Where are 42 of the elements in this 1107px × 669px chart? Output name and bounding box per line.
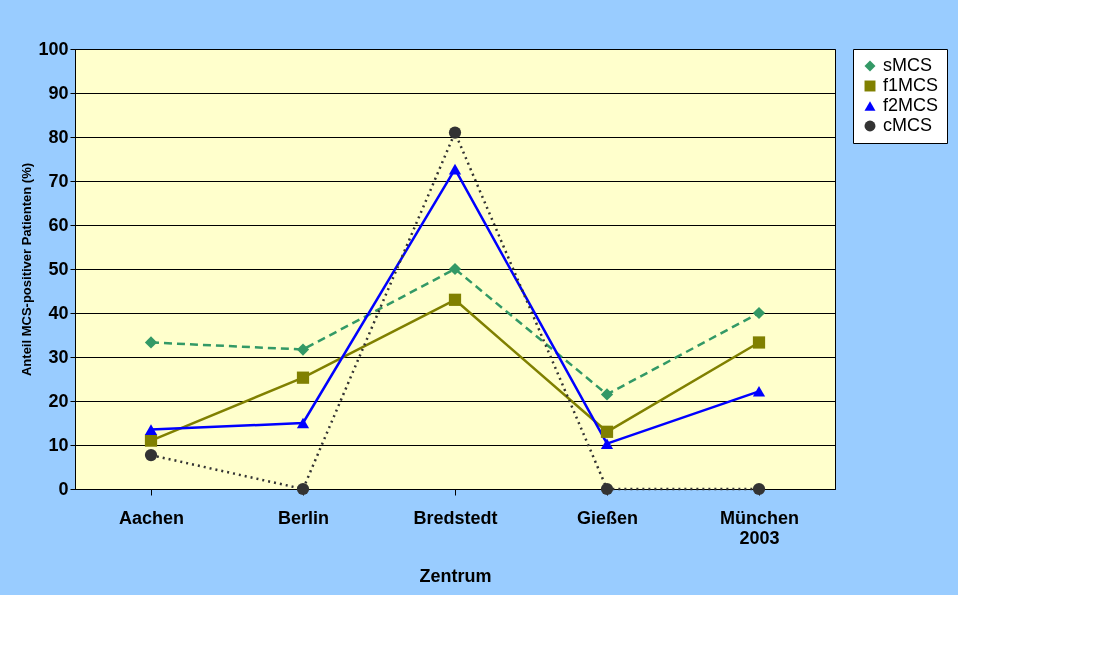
point: [600, 438, 614, 449]
y-tick-label: 0: [58, 478, 69, 499]
y-tick-label: 10: [48, 434, 69, 455]
point: [144, 434, 158, 447]
legend-label: sMCS: [883, 55, 932, 75]
y-tick-label: 80: [48, 126, 69, 147]
point: [752, 482, 766, 496]
legend-label: cMCS: [883, 115, 932, 135]
point: [600, 425, 614, 438]
x-tick-label: Aachen: [118, 507, 185, 528]
point: [448, 262, 462, 276]
point: [296, 482, 310, 496]
point: [448, 163, 462, 175]
point: [296, 417, 310, 429]
point: [296, 343, 310, 356]
point: [448, 126, 462, 139]
point: [752, 336, 766, 349]
y-tick-label: 40: [48, 302, 69, 323]
y-tick-label: 20: [48, 390, 69, 411]
y-axis-title: Anteil MCS-positiver Patienten (%): [19, 162, 35, 377]
point: [296, 371, 310, 384]
y-tick-label: 30: [48, 346, 69, 367]
point: [144, 424, 158, 435]
y-tick-label: 60: [48, 214, 69, 235]
point: [144, 336, 158, 349]
point: [448, 293, 462, 306]
y-tick-label: 90: [48, 82, 69, 103]
y-tick-label: 50: [48, 258, 69, 279]
x-axis-title: Zentrum: [419, 565, 492, 586]
point: [752, 386, 766, 397]
point: [144, 449, 158, 462]
x-tick-label: Bredstedt: [413, 507, 498, 528]
y-tick-label: 70: [48, 170, 69, 191]
y-tick-label: 100: [38, 38, 69, 59]
point: [600, 482, 614, 496]
point: [752, 306, 766, 320]
legend-label: f2MCS: [883, 95, 939, 115]
x-tick-label: Berlin: [277, 507, 330, 528]
legend-label: f1MCS: [883, 75, 939, 95]
point: [600, 388, 614, 401]
x-tick-label: München 2003: [720, 507, 799, 548]
x-tick-label: Gießen: [576, 507, 639, 528]
